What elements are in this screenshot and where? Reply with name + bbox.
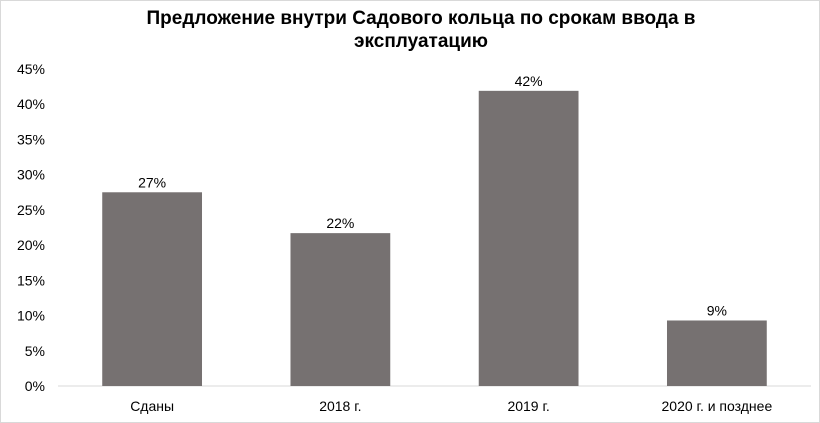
bar <box>666 320 767 386</box>
bar <box>290 233 391 386</box>
chart-title: Предложение внутри Садового кольца по ср… <box>146 8 696 52</box>
x-tick-label: Сданы <box>130 398 174 414</box>
data-label: 9% <box>707 302 727 318</box>
data-label: 42% <box>515 73 543 89</box>
x-tick-label: 2020 г. и позднее <box>662 398 773 414</box>
data-label: 27% <box>138 174 166 190</box>
data-label: 22% <box>326 215 354 231</box>
bar <box>478 90 579 387</box>
y-tick-label: 45% <box>17 61 45 77</box>
y-tick-label: 0% <box>25 378 45 394</box>
x-tick-label: 2018 г. <box>319 398 361 414</box>
y-tick-label: 10% <box>17 308 45 324</box>
y-tick-label: 40% <box>17 96 45 112</box>
y-tick-label: 30% <box>17 167 45 183</box>
y-tick-label: 15% <box>17 272 45 288</box>
x-tick-label: 2019 г. <box>507 398 549 414</box>
y-tick-label: 35% <box>17 131 45 147</box>
bar <box>102 192 203 386</box>
y-tick-label: 20% <box>17 237 45 253</box>
y-tick-label: 5% <box>25 343 45 359</box>
y-tick-label: 25% <box>17 202 45 218</box>
